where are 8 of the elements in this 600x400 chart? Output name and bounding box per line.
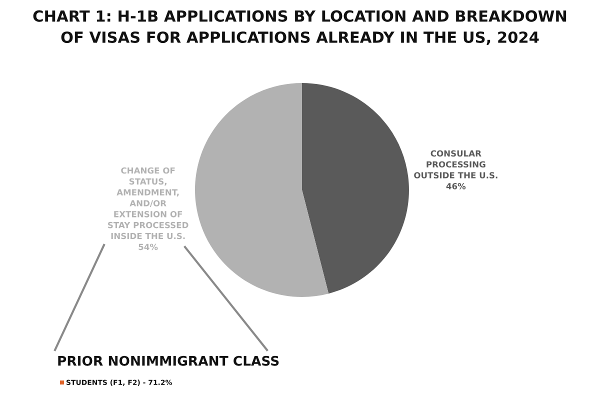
data-label: 46% — [446, 183, 466, 190]
data-label: 54% — [138, 244, 158, 250]
text: PRIOR NONIMMIGRANT CLASS — [58, 356, 279, 366]
slice-label: CHANGE OF STATUS, AMENDMENT, AND/OR EXTENSION OF STAY PROCESSED INSIDE THE U.S. — [108, 167, 188, 240]
chart-title: CHART 1: H-1B APPLICATIONS BY LOCATION AND BREAKDOWN OF VISAS FOR APPLICATIONS ALREADY IN THE US, 2024 — [33, 10, 566, 45]
slice-label: CONSULAR PROCESSING OUTSIDE THE U.S. — [414, 150, 498, 178]
pie-slice — [302, 83, 409, 294]
pie-slice — [195, 83, 329, 297]
